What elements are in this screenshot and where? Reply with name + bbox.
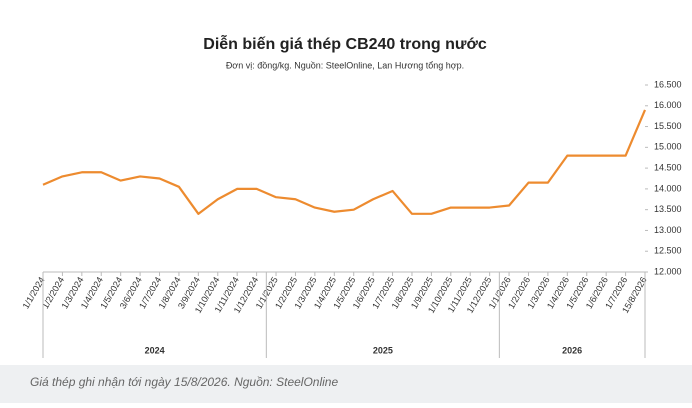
group-label: 2024 — [145, 345, 165, 355]
y-tick-label: 15.000 — [654, 142, 682, 152]
y-tick-label: 15.500 — [654, 121, 682, 131]
group-label: 2026 — [562, 345, 582, 355]
y-tick-label: 12.500 — [654, 246, 682, 256]
caption: Giá thép ghi nhận tới ngày 15/8/2026. Ng… — [30, 375, 338, 389]
y-tick-label: 16.500 — [654, 79, 682, 89]
y-tick-label: 14.500 — [654, 162, 682, 172]
chart-title: Diễn biến giá thép CB240 trong nước — [203, 34, 487, 53]
y-tick-label: 13.500 — [654, 204, 682, 214]
y-tick-label: 16.000 — [654, 100, 682, 110]
caption-bg — [0, 365, 692, 403]
y-tick-label: 14.000 — [654, 183, 682, 193]
price-line — [42, 109, 647, 215]
chart-subtitle: Đơn vị: đồng/kg. Nguồn: SteelOnline, Lan… — [226, 60, 464, 70]
y-tick-label: 12.000 — [654, 266, 682, 276]
group-label: 2025 — [373, 345, 393, 355]
y-tick-label: 13.000 — [654, 225, 682, 235]
